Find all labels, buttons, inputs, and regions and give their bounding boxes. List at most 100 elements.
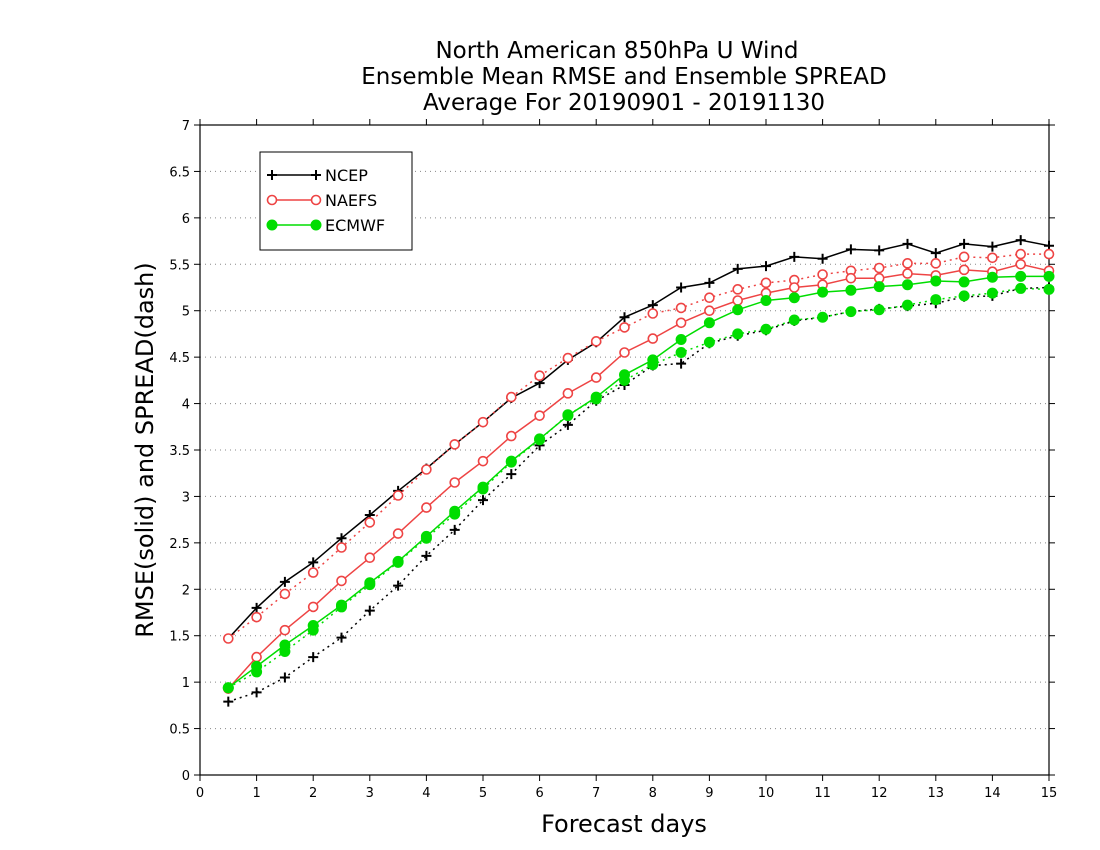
ecmwf-spread-point [675, 347, 687, 358]
naefs-rmse-point [1015, 258, 1027, 270]
ncep-rmse-point [619, 312, 630, 323]
legend-marker [310, 194, 322, 206]
legend-marker [267, 170, 277, 180]
ecmwf-rmse-point [279, 639, 291, 651]
ecmwf-spread-point [703, 336, 715, 348]
naefs-rmse-point [421, 502, 432, 513]
series-naefs-spread [223, 248, 1055, 644]
naefs-spread-point [562, 352, 574, 364]
ncep-spread-line [228, 286, 1050, 703]
legend-marker [310, 219, 322, 231]
ecmwf-rmse-point [477, 481, 489, 493]
ecmwf-rmse-point [732, 304, 744, 316]
x-tick-label: 2 [309, 786, 317, 801]
ncep-spread-point [449, 524, 460, 535]
ecmwf-spread-point [902, 299, 913, 311]
naefs-rmse-point [675, 317, 687, 329]
legend-label: NAEFS [325, 191, 377, 210]
y-tick-label: 5.5 [169, 258, 190, 273]
naefs-rmse-point [449, 477, 461, 488]
x-tick-label: 15 [1041, 786, 1058, 801]
x-tick-label: 6 [535, 786, 543, 801]
naefs-rmse-point [307, 601, 319, 613]
ncep-spread-point [393, 580, 404, 591]
y-tick-label: 0 [182, 769, 190, 784]
ecmwf-spread-point [845, 306, 857, 318]
naefs-spread-point [619, 322, 630, 333]
ecmwf-rmse-point [392, 555, 404, 567]
ecmwf-rmse-point [449, 505, 461, 517]
ncep-rmse-point [845, 244, 856, 255]
naefs-spread-point [1015, 248, 1027, 260]
ecmwf-rmse-point [873, 281, 885, 293]
legend-item-ncep: NCEP [267, 166, 368, 185]
ecmwf-rmse-point [619, 369, 630, 381]
chart-title: North American 850hPa U Wind Ensemble Me… [361, 38, 886, 116]
y-tick-label: 1.5 [169, 630, 190, 645]
ncep-rmse-point [732, 263, 743, 274]
x-tick-label: 3 [366, 786, 374, 801]
naefs-rmse-point [958, 264, 970, 276]
ecmwf-spread-point [873, 304, 885, 316]
ncep-spread-point [308, 652, 319, 663]
naefs-rmse-point [251, 651, 262, 663]
ecmwf-rmse-point [817, 286, 829, 298]
naefs-rmse-point [336, 575, 347, 587]
ecmwf-rmse-point [505, 455, 517, 467]
ncep-spread-point [506, 469, 517, 480]
x-tick-label: 13 [928, 786, 945, 801]
naefs-spread-point [873, 262, 885, 274]
ncep-rmse-point [336, 533, 347, 544]
naefs-spread-point [449, 439, 461, 450]
naefs-rmse-point [279, 624, 291, 636]
ecmwf-spread-point [732, 328, 744, 340]
ncep-spread-point [562, 419, 573, 430]
ncep-spread-point [676, 358, 687, 369]
ncep-rmse-point [987, 241, 998, 252]
naefs-spread-point [817, 269, 828, 280]
x-tick-label: 10 [758, 786, 775, 801]
ncep-spread-point [279, 672, 290, 683]
naefs-spread-point [675, 302, 687, 314]
x-tick-label: 7 [592, 786, 600, 801]
naefs-spread-point [336, 542, 347, 553]
ecmwf-rmse-point [703, 317, 715, 329]
y-axis: 0 0.5 1 1.5 2 2.5 3 3.5 4 4.5 5 5.5 6 6.5 7 [169, 119, 1055, 784]
ecmwf-spread-point [1015, 282, 1027, 294]
naefs-spread-point [477, 416, 489, 428]
legend-item-ecmwf: ECMWF [266, 216, 385, 235]
ecmwf-rmse-point [562, 410, 574, 422]
naefs-rmse-line [227, 263, 1050, 690]
ncep-rmse-point [1015, 235, 1026, 246]
ncep-rmse-line [227, 239, 1050, 640]
legend-marker [266, 219, 278, 231]
ecmwf-rmse-point [420, 530, 432, 542]
ncep-rmse-point [959, 238, 970, 249]
ecmwf-rmse-point [336, 599, 347, 611]
ncep-spread-point [336, 632, 347, 643]
ecmwf-rmse-point [534, 433, 546, 445]
ncep-rmse-point [308, 557, 319, 568]
series-ecmwf-rmse [222, 270, 1055, 694]
y-tick-label: 7 [182, 119, 190, 134]
legend-label: ECMWF [325, 216, 385, 235]
series-layer [222, 235, 1055, 707]
ecmwf-spread-point [958, 290, 970, 302]
ncep-rmse-point [251, 602, 262, 613]
naefs-rmse-point [732, 295, 744, 306]
y-tick-label: 1 [182, 676, 190, 691]
x-tick-label: 12 [871, 786, 888, 801]
y-tick-label: 3 [182, 490, 190, 505]
x-tick-label: 9 [705, 786, 713, 801]
ecmwf-rmse-point [930, 275, 942, 287]
naefs-rmse-point [477, 455, 489, 467]
naefs-rmse-point [704, 305, 715, 317]
ecmwf-rmse-point [1043, 270, 1055, 282]
ecmwf-rmse-point [760, 295, 772, 306]
ecmwf-rmse-point [788, 292, 800, 304]
y-tick-label: 6 [182, 212, 190, 227]
naefs-spread-point [590, 336, 602, 347]
y-tick-label: 2 [182, 583, 190, 598]
ecmwf-rmse-point [251, 660, 263, 672]
ecmwf-spread-point [930, 294, 942, 306]
